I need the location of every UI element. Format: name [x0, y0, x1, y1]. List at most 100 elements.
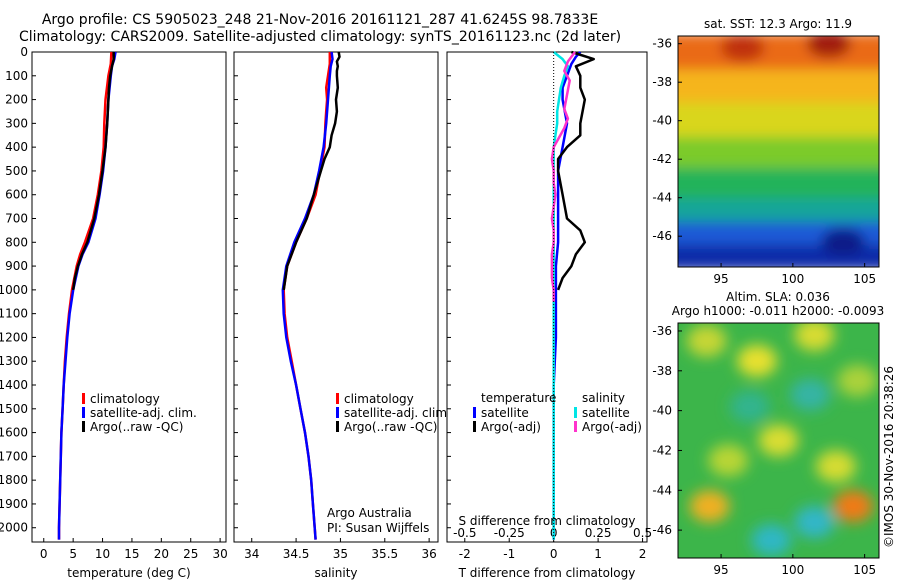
legend-swatch-climatology	[82, 393, 85, 404]
temperature-legend: climatology satellite-adj. clim. Argo(..…	[82, 392, 197, 434]
depth-tick-label: 500	[5, 164, 28, 178]
depth-axis: 0 100 200 300 400 500 600 700 800 900 1000 1100 1200…	[0, 45, 36, 535]
legend-label-argo: Argo(..raw -QC)	[344, 420, 437, 434]
x2-tick-label: -0.5	[453, 526, 476, 540]
sla-anomaly	[729, 390, 770, 423]
difference-lines	[447, 50, 595, 542]
sla-anomaly	[794, 323, 835, 351]
difference-legend: temperature satellite Argo(-adj) salinit…	[473, 391, 642, 434]
lon-tick-label: 95	[713, 563, 728, 577]
lat-tick-label: -44	[652, 483, 672, 497]
salinity-axes-frame	[233, 51, 439, 543]
legend-label-climatology: climatology	[90, 392, 160, 406]
depth-tick-label: 1300	[0, 354, 28, 368]
x-tick-label: -1	[503, 547, 515, 561]
depth-tick-label: 1800	[0, 473, 28, 487]
x2-tick-label: -0.25	[494, 526, 525, 540]
x-tick-label: 0	[550, 547, 558, 561]
legend-swatch-t-satellite	[473, 407, 476, 418]
s-difference-axis-label: S difference from climatology	[459, 514, 636, 528]
sst-hotspot	[806, 36, 851, 58]
depth-tick-label: 100	[5, 69, 28, 83]
sla-map-frame	[677, 322, 880, 559]
sla-map-axes: 95 100 105 -36 -38 -40 -42 -44 -46	[652, 324, 876, 577]
sst-band	[678, 69, 879, 109]
sst-field	[678, 36, 879, 267]
depth-tick-label: 300	[5, 116, 28, 130]
lon-tick-label: 105	[853, 272, 876, 286]
legend-swatch-climatology	[336, 393, 339, 404]
x-tick-label: 15	[124, 547, 139, 561]
depth-tick-label: 1200	[0, 330, 28, 344]
x-tick-label: 10	[95, 547, 110, 561]
legend-label-s-argo: Argo(-adj)	[582, 420, 642, 434]
sst-band	[678, 167, 879, 205]
legend-title-salinity: salinity	[582, 391, 625, 405]
sla-anomaly	[708, 444, 749, 477]
depth-tick-label: 2000	[0, 521, 28, 535]
x-tick-label: 34.5	[283, 547, 310, 561]
lon-tick-label: 100	[781, 563, 804, 577]
depth-tick-label: 700	[5, 212, 28, 226]
sla-anomaly	[815, 450, 856, 483]
depth-tick-label: 1000	[0, 283, 28, 297]
x-tick-label: 5	[69, 547, 77, 561]
sst-band	[678, 136, 879, 174]
legend-swatch-satellite	[82, 407, 85, 418]
depth-tick-label: 1400	[0, 378, 28, 392]
sst-hotspot	[821, 227, 866, 256]
salinity-axis-label: salinity	[314, 566, 357, 580]
x2-tick-label: 0.25	[585, 526, 612, 540]
depth-tick-label: 600	[5, 188, 28, 202]
legend-swatch-satellite	[336, 407, 339, 418]
temperature-panel: 0100200300400500600700800900100011001200…	[0, 45, 228, 580]
figure-title-line2: Climatology: CARS2009. Satellite-adjuste…	[18, 29, 622, 45]
salinity-legend: climatology satellite-adj. clim. Argo(..…	[336, 392, 451, 434]
sst-band	[678, 102, 879, 143]
legend-label-climatology: climatology	[344, 392, 414, 406]
s-difference-axis: -0.5-0.2500.250.5	[453, 526, 652, 540]
x-tick-label: 20	[154, 547, 169, 561]
sst-map-axes: 95 100 105 -36 -38 -40 -42 -44 -46	[652, 37, 876, 286]
legend-swatch-s-satellite	[574, 407, 577, 418]
legend-swatch-argo	[336, 421, 339, 432]
legend-label-satellite: satellite-adj. clim.	[90, 406, 197, 420]
salinity-axis: 34 34.5 35 35.5 36	[244, 538, 437, 561]
series-argo-raw-qc	[282, 51, 341, 291]
lat-tick-label: -36	[652, 37, 672, 51]
lat-tick-label: -38	[652, 75, 672, 89]
depth-tick-label: 0	[20, 45, 28, 59]
sst-map-panel: sat. SST: 12.3 Argo: 11.9 95 100 105 -36 -38…	[652, 17, 880, 286]
sla-anomaly	[751, 524, 792, 557]
sla-anomaly	[790, 378, 831, 411]
sla-anomaly	[689, 490, 730, 523]
salinity-panel: 34 34.5 35 35.5 36 salinity climatology sate…	[233, 51, 451, 580]
depth-tick-label: 200	[5, 93, 28, 107]
x-tick-label: 2	[639, 547, 647, 561]
sst-band	[678, 36, 879, 76]
legend-swatch-s-argo	[574, 421, 577, 432]
pi-credit: PI: Susan Wijffels	[327, 521, 429, 535]
salinity-lines	[234, 51, 341, 540]
legend-swatch-argo	[82, 421, 85, 432]
x-tick-label: 35.5	[371, 547, 398, 561]
sla-anomaly	[758, 424, 799, 457]
lat-tick-label: -38	[652, 364, 672, 378]
legend-label-argo: Argo(..raw -QC)	[90, 420, 183, 434]
lat-tick-label: -36	[652, 324, 672, 338]
legend-label-t-satellite: satellite	[481, 406, 529, 420]
legend-label-s-satellite: satellite	[582, 406, 630, 420]
sst-hotspot	[720, 36, 765, 62]
x-tick-label: 36	[421, 547, 436, 561]
sla-anomaly	[837, 364, 878, 397]
temperature-axes-frame	[31, 51, 227, 543]
sla-anomaly	[833, 490, 874, 523]
x-tick-label: 1	[594, 547, 602, 561]
x-tick-label: 34	[244, 547, 259, 561]
depth-tick-label: 900	[5, 259, 28, 273]
series-temperature-argo-adj	[556, 50, 595, 291]
legend-swatch-t-argo	[473, 421, 476, 432]
temperature-axis-label: temperature (deg C)	[67, 566, 190, 580]
depth-tick-label: 400	[5, 140, 28, 154]
